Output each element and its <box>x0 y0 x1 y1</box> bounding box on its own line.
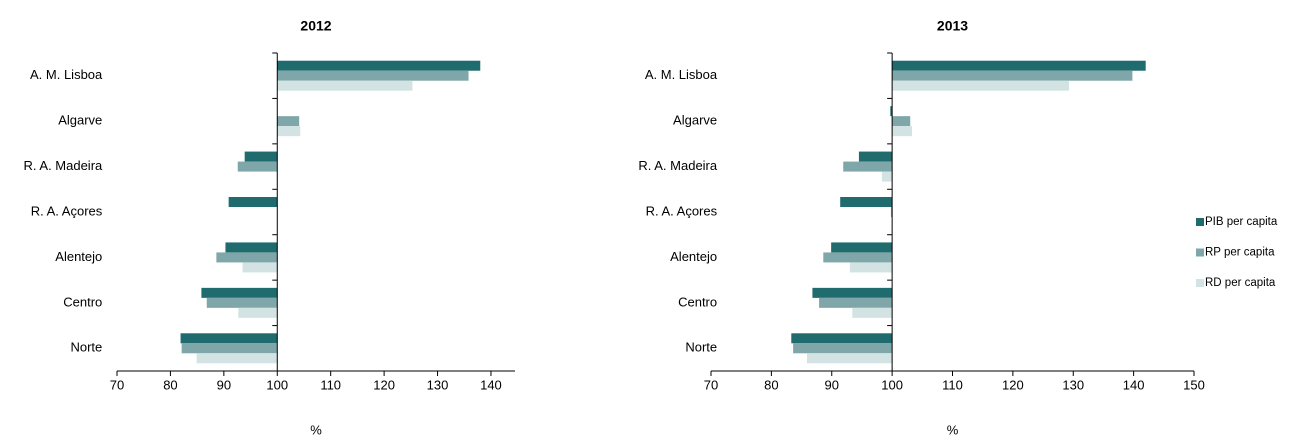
bar <box>228 197 278 207</box>
y-tick-label: R. A. Açores <box>646 203 718 218</box>
bar <box>892 80 1070 91</box>
y-tick-label: Algarve <box>58 113 102 128</box>
bar <box>181 343 278 354</box>
x-tick-label: 120 <box>373 377 395 392</box>
x-tick-label: 150 <box>1183 377 1205 392</box>
x-axis-label: % <box>947 422 959 437</box>
bar <box>237 161 278 172</box>
legend-swatch <box>1196 218 1204 226</box>
legend-label: PIB per capita <box>1205 216 1278 228</box>
x-tick-label: 130 <box>427 377 449 392</box>
chart-title: 2013 <box>937 18 968 34</box>
y-tick-label: R. A. Açores <box>31 203 103 218</box>
bar <box>852 307 893 318</box>
y-tick-label: Centro <box>63 294 102 309</box>
y-tick-label: Alentejo <box>55 249 102 264</box>
legend-swatch <box>1196 279 1204 287</box>
bar <box>206 297 278 308</box>
bar <box>892 60 1146 71</box>
x-tick-label: 90 <box>825 377 839 392</box>
bar <box>277 70 469 81</box>
bar <box>843 161 893 172</box>
y-tick-label: A. M. Lisboa <box>645 67 718 82</box>
y-tick-label: R. A. Madeira <box>638 158 718 173</box>
bar <box>819 297 893 308</box>
bar <box>849 262 893 273</box>
bar <box>277 116 300 127</box>
bar <box>277 60 481 71</box>
x-tick-label: 120 <box>1002 377 1024 392</box>
x-tick-label: 130 <box>1062 377 1084 392</box>
bar <box>277 80 413 91</box>
y-tick-label: Norte <box>70 340 102 355</box>
y-tick-label: Alentejo <box>670 249 717 264</box>
y-tick-label: Algarve <box>673 113 717 128</box>
bar <box>892 70 1133 81</box>
y-tick-label: R. A. Madeira <box>24 158 104 173</box>
bar <box>892 116 911 127</box>
bar <box>823 252 893 263</box>
bar <box>892 126 913 137</box>
bar <box>858 151 893 162</box>
x-tick-label: 70 <box>110 377 124 392</box>
bar <box>890 207 893 217</box>
x-tick-label: 100 <box>266 377 288 392</box>
x-tick-label: 80 <box>163 377 177 392</box>
x-tick-label: 70 <box>704 377 718 392</box>
y-tick-label: Norte <box>685 340 717 355</box>
bar <box>840 197 893 207</box>
bar <box>812 287 893 298</box>
y-tick-label: A. M. Lisboa <box>30 67 103 82</box>
x-tick-label: 110 <box>320 377 341 392</box>
bar <box>238 307 278 318</box>
chart-title: 2012 <box>300 18 331 34</box>
x-tick-label: 140 <box>480 377 502 392</box>
legend-swatch <box>1196 248 1204 257</box>
x-tick-label: 110 <box>942 377 963 392</box>
x-tick-label: 80 <box>764 377 778 392</box>
bar <box>180 333 278 344</box>
legend-label: RP per capita <box>1205 247 1275 259</box>
bar <box>225 242 278 253</box>
bar <box>244 151 278 162</box>
bar <box>201 287 278 298</box>
bar <box>831 242 893 253</box>
bar <box>242 262 278 273</box>
bar <box>806 353 893 364</box>
bar <box>791 333 893 344</box>
x-tick-label: 140 <box>1123 377 1145 392</box>
bar <box>793 343 893 354</box>
y-tick-label: Centro <box>678 294 717 309</box>
x-tick-label: 90 <box>217 377 231 392</box>
bar <box>890 106 893 117</box>
bar <box>196 353 278 364</box>
bar <box>881 171 893 182</box>
legend-label: RD per capita <box>1205 277 1276 289</box>
bar <box>277 126 301 137</box>
x-axis-label: % <box>310 422 322 437</box>
x-tick-label: 100 <box>881 377 903 392</box>
bar <box>216 252 278 263</box>
